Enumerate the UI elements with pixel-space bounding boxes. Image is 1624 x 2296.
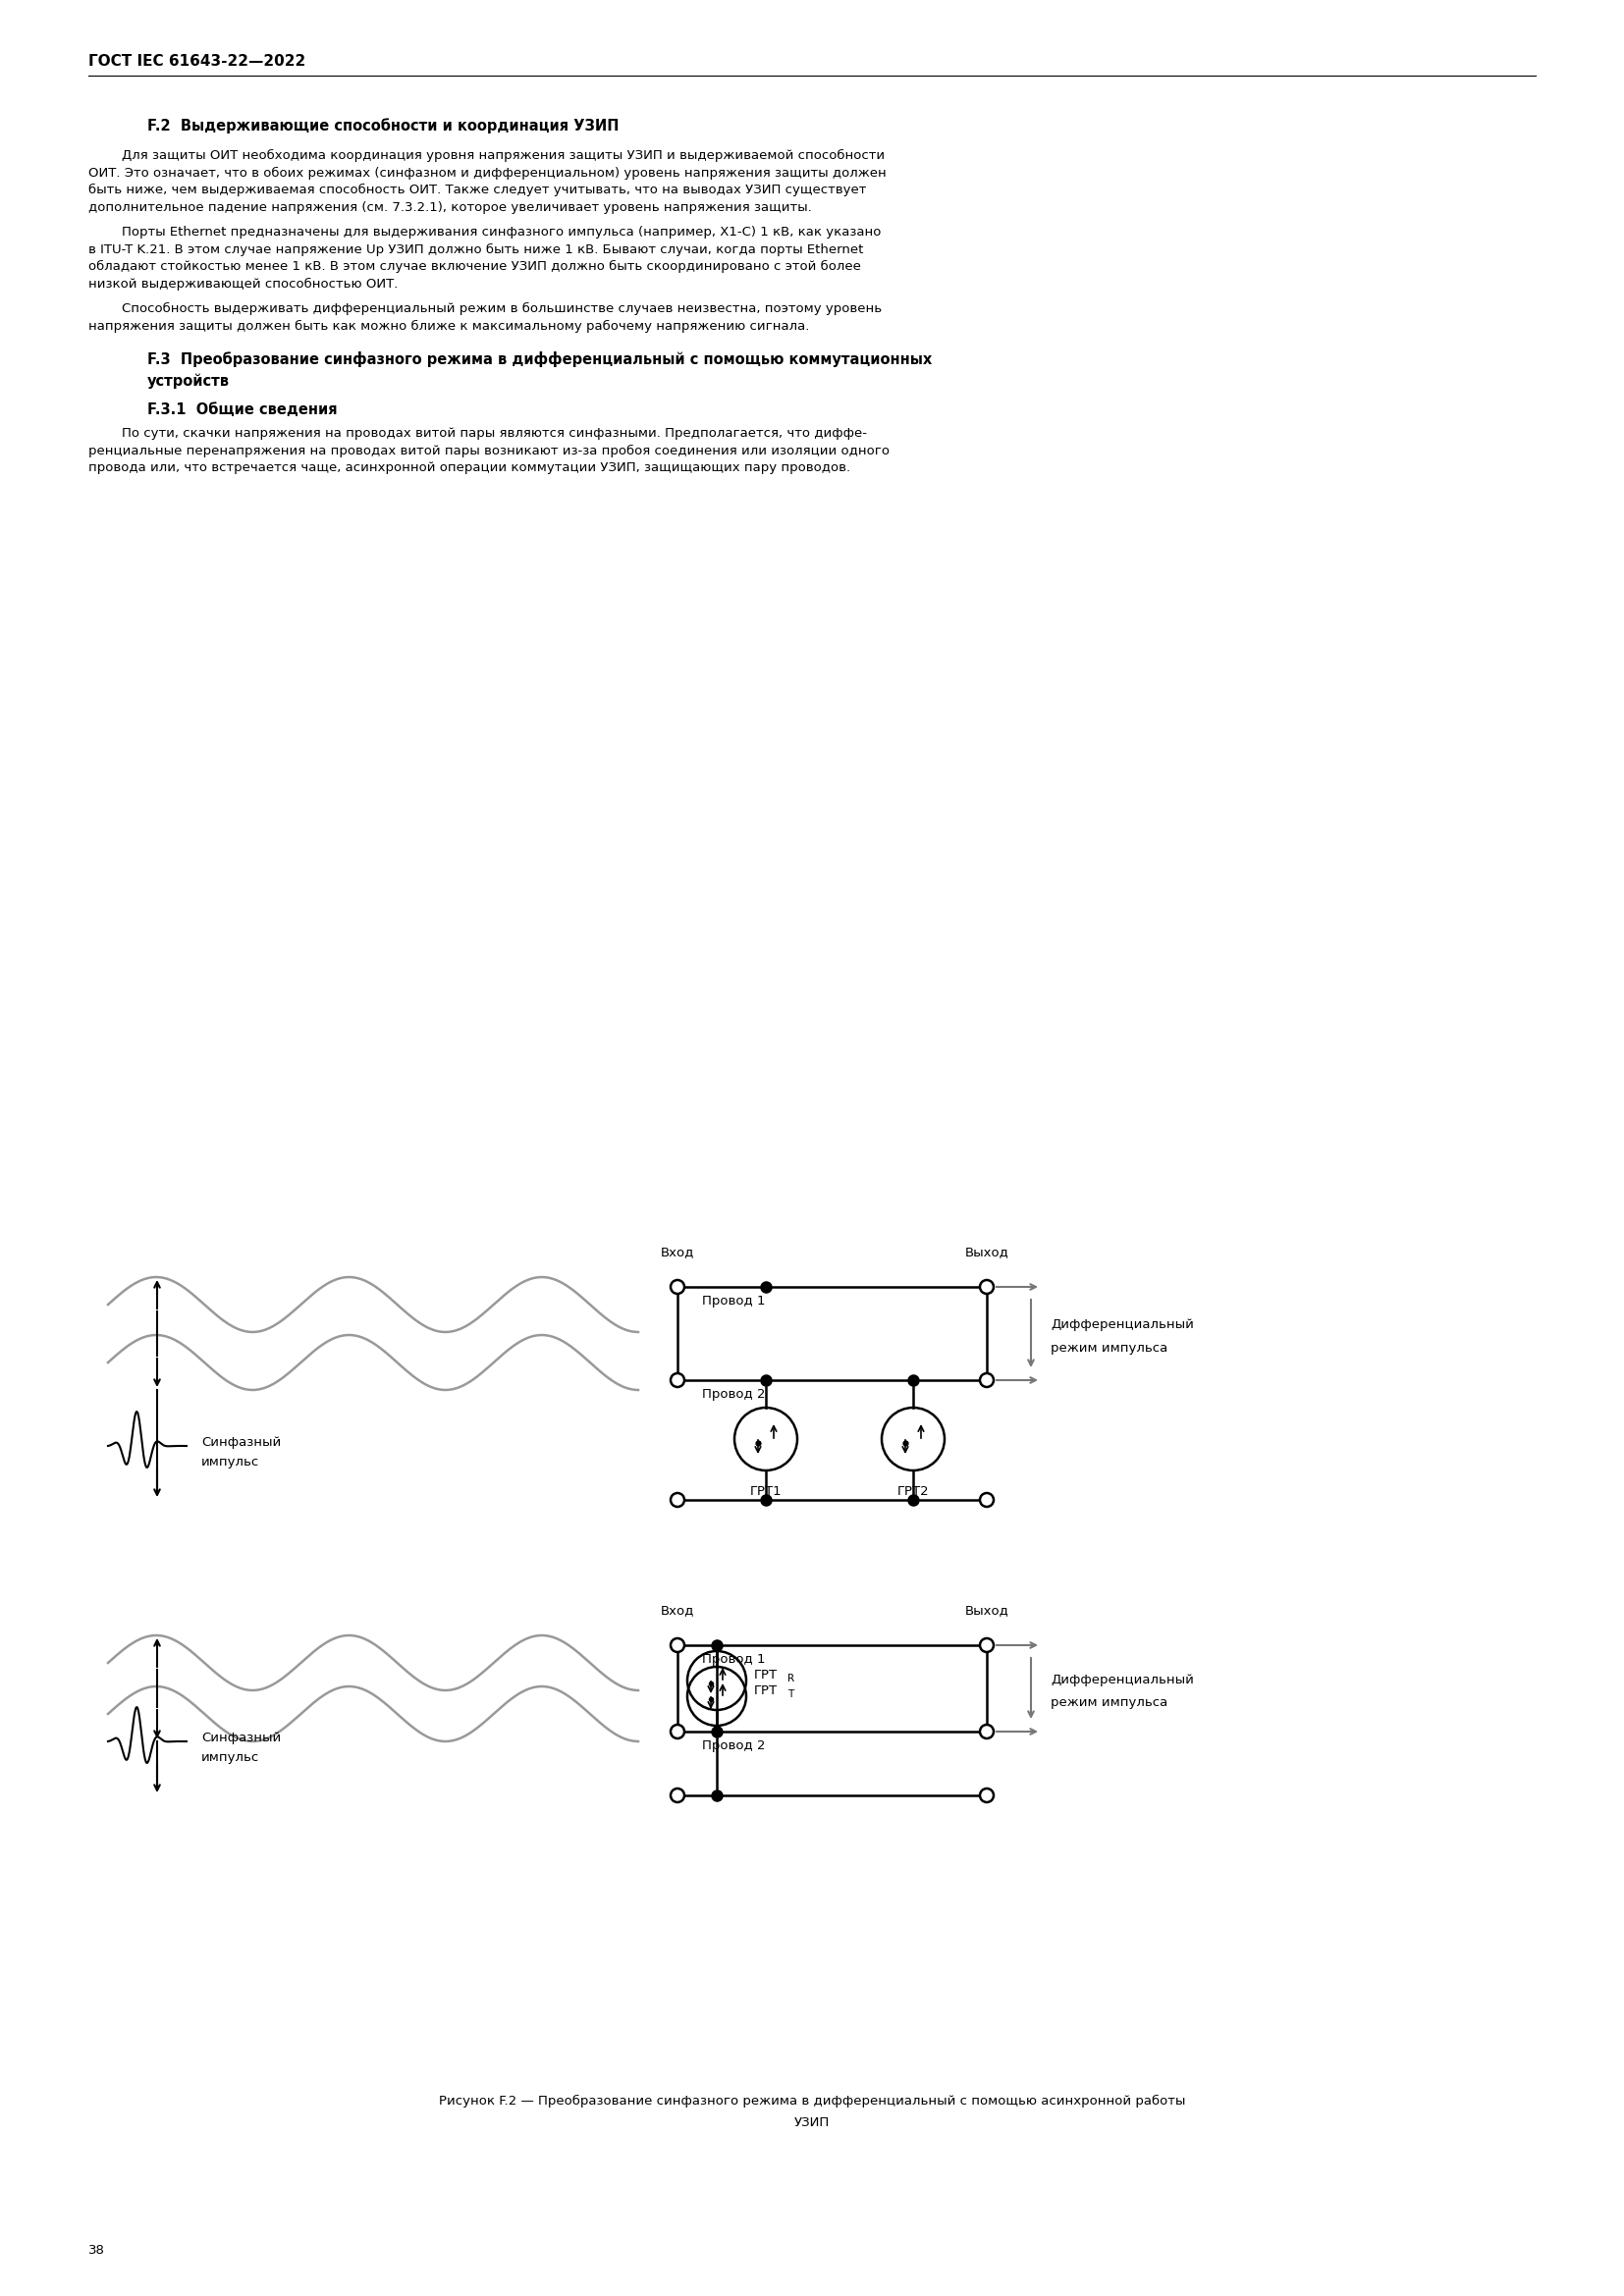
Text: Выход: Выход	[965, 1605, 1009, 1616]
Text: импульс: импульс	[201, 1752, 260, 1763]
Text: ГРТ1: ГРТ1	[750, 1486, 781, 1497]
Text: Рисунок F.2 — Преобразование синфазного режима в дифференциальный с помощью асин: Рисунок F.2 — Преобразование синфазного …	[438, 2094, 1186, 2108]
Text: Провод 2: Провод 2	[702, 1740, 765, 1752]
Text: ренциальные перенапряжения на проводах витой пары возникают из-за пробоя соедине: ренциальные перенапряжения на проводах в…	[88, 443, 890, 457]
Text: обладают стойкостью менее 1 кВ. В этом случае включение УЗИП должно быть скоорди: обладают стойкостью менее 1 кВ. В этом с…	[88, 259, 861, 273]
Text: низкой выдерживающей способностью ОИТ.: низкой выдерживающей способностью ОИТ.	[88, 278, 398, 289]
Text: Провод 1: Провод 1	[702, 1295, 765, 1306]
Text: ОИТ. Это означает, что в обоих режимах (синфазном и дифференциальном) уровень на: ОИТ. Это означает, что в обоих режимах (…	[88, 165, 887, 179]
Text: Способность выдерживать дифференциальный режим в большинстве случаев неизвестна,: Способность выдерживать дифференциальный…	[88, 303, 882, 315]
Circle shape	[671, 1789, 684, 1802]
Text: F.3.1  Общие сведения: F.3.1 Общие сведения	[148, 402, 338, 418]
Text: режим импульса: режим импульса	[1051, 1341, 1168, 1355]
Circle shape	[979, 1789, 994, 1802]
Text: По сути, скачки напряжения на проводах витой пары являются синфазными. Предполаг: По сути, скачки напряжения на проводах в…	[88, 427, 867, 441]
Circle shape	[979, 1492, 994, 1506]
Text: Синфазный: Синфазный	[201, 1435, 281, 1449]
Circle shape	[671, 1724, 684, 1738]
Text: ГОСТ IEC 61643-22—2022: ГОСТ IEC 61643-22—2022	[88, 55, 305, 69]
Circle shape	[979, 1639, 994, 1653]
Text: R: R	[788, 1674, 794, 1683]
Text: режим импульса: режим импульса	[1051, 1697, 1168, 1708]
Text: Провод 1: Провод 1	[702, 1653, 765, 1667]
Text: устройств: устройств	[148, 372, 229, 388]
Text: УЗИП: УЗИП	[794, 2117, 830, 2128]
Circle shape	[979, 1281, 994, 1293]
Text: Дифференциальный: Дифференциальный	[1051, 1674, 1194, 1688]
Text: Порты Ethernet предназначены для выдерживания синфазного импульса (например, X1-: Порты Ethernet предназначены для выдержи…	[88, 225, 882, 239]
Text: Дифференциальный: Дифференциальный	[1051, 1318, 1194, 1332]
Text: F.2  Выдерживающие способности и координация УЗИП: F.2 Выдерживающие способности и координа…	[148, 117, 619, 133]
Text: в ITU-T K.21. В этом случае напряжение Up УЗИП должно быть ниже 1 кВ. Бывают слу: в ITU-T K.21. В этом случае напряжение U…	[88, 243, 864, 255]
Text: Синфазный: Синфазный	[201, 1731, 281, 1745]
Text: F.3  Преобразование синфазного режима в дифференциальный с помощью коммутационны: F.3 Преобразование синфазного режима в д…	[148, 351, 932, 367]
Text: Выход: Выход	[965, 1247, 1009, 1258]
Circle shape	[979, 1724, 994, 1738]
Circle shape	[979, 1373, 994, 1387]
Circle shape	[671, 1373, 684, 1387]
Text: провода или, что встречается чаще, асинхронной операции коммутации УЗИП, защищаю: провода или, что встречается чаще, асинх…	[88, 461, 851, 473]
Text: быть ниже, чем выдерживаемая способность ОИТ. Также следует учитывать, что на вы: быть ниже, чем выдерживаемая способность…	[88, 184, 866, 197]
Text: ГРТ: ГРТ	[754, 1685, 778, 1697]
Circle shape	[671, 1281, 684, 1293]
Text: Вход: Вход	[661, 1247, 695, 1258]
Text: Провод 2: Провод 2	[702, 1389, 765, 1401]
Text: Вход: Вход	[661, 1605, 695, 1616]
Text: напряжения защиты должен быть как можно ближе к максимальному рабочему напряжени: напряжения защиты должен быть как можно …	[88, 319, 809, 333]
Text: Для защиты ОИТ необходима координация уровня напряжения защиты УЗИП и выдерживае: Для защиты ОИТ необходима координация ур…	[88, 149, 885, 163]
Circle shape	[671, 1492, 684, 1506]
Text: дополнительное падение напряжения (см. 7.3.2.1), которое увеличивает уровень нап: дополнительное падение напряжения (см. 7…	[88, 200, 812, 214]
Circle shape	[671, 1639, 684, 1653]
Text: T: T	[788, 1690, 794, 1699]
Text: импульс: импульс	[201, 1456, 260, 1469]
Text: 38: 38	[88, 2243, 106, 2257]
Text: ГРТ2: ГРТ2	[896, 1486, 929, 1497]
Text: ГРТ: ГРТ	[754, 1669, 778, 1683]
